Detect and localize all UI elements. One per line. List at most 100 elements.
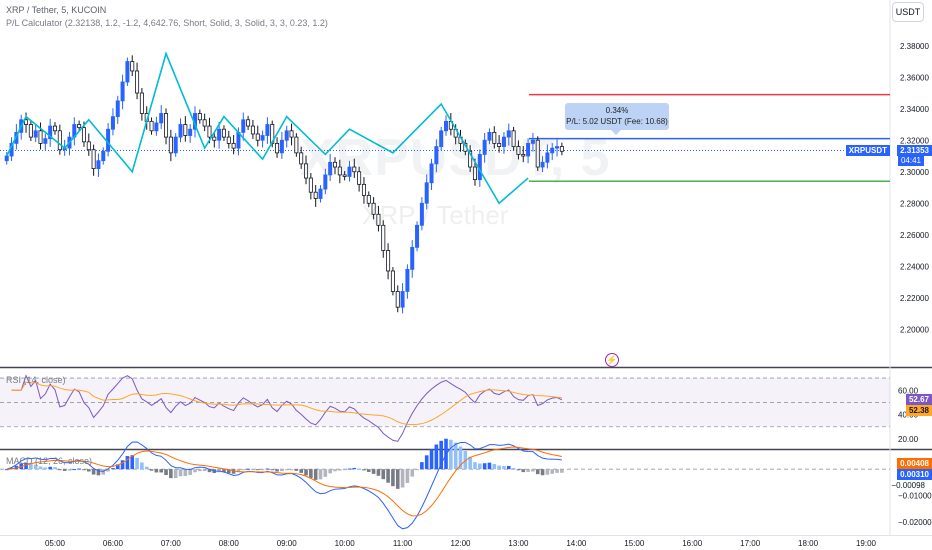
macd-histogram-bar	[120, 460, 125, 470]
rsi-title[interactable]: RSI (14, close)	[6, 375, 66, 385]
candle-body	[217, 128, 222, 141]
candle-body	[545, 152, 550, 163]
candle-body	[501, 136, 506, 147]
time-tick-label: 13:00	[508, 539, 529, 548]
time-tick-label: 18:00	[798, 539, 819, 548]
candle-body	[472, 166, 477, 181]
candle-body	[226, 136, 231, 144]
macd-histogram-bar	[540, 469, 545, 476]
macd-histogram-bar	[366, 469, 371, 472]
macd-histogram-bar	[183, 469, 188, 477]
time-tick-label: 16:00	[682, 539, 703, 548]
macd-histogram-bar	[395, 469, 400, 489]
zigzag-line	[6, 51, 529, 205]
macd-histogram-bar	[178, 469, 183, 477]
candle-body	[342, 174, 347, 177]
macd-histogram-bar	[473, 462, 477, 470]
macd-histogram-bar	[91, 469, 96, 475]
macd-line-tag: 0.00310	[897, 469, 932, 480]
macd-histogram-bar	[434, 444, 439, 470]
candle-body	[120, 81, 125, 102]
macd-histogram-bar	[453, 442, 458, 470]
macd-signal-line	[6, 446, 562, 517]
pl-tooltip: 0.34% P/L: 5.02 USDT (Fee: 10.68)	[565, 103, 669, 135]
macd-histogram-bar	[294, 469, 299, 471]
macd-histogram-bar	[516, 469, 521, 471]
macd-histogram-bar	[270, 469, 275, 471]
macd-histogram-bar	[410, 469, 415, 477]
time-tick-label: 12:00	[450, 539, 471, 548]
macd-histogram-bar	[198, 469, 202, 472]
candle-body	[265, 124, 270, 136]
macd-histogram-bar	[251, 469, 255, 471]
candle-body	[444, 120, 449, 132]
macd-histogram-bar	[43, 467, 48, 470]
candle-body	[299, 152, 304, 165]
candle-body	[415, 224, 420, 248]
candle-body	[48, 125, 53, 140]
time-tick-label: 08:00	[219, 539, 240, 548]
candle-body	[482, 139, 487, 155]
symbol-title: XRP / Tether, 5, KUCOIN	[6, 5, 107, 15]
macd-histogram-bar	[24, 462, 28, 470]
macd-histogram-bar	[207, 469, 212, 473]
candle-body	[212, 136, 217, 141]
macd-histogram-bar	[415, 469, 419, 471]
candle-body	[207, 125, 212, 138]
candle-body	[308, 177, 313, 193]
candle-body	[390, 270, 395, 292]
macd-histogram-bar	[38, 466, 43, 470]
candle-body	[231, 142, 236, 149]
candle-body	[535, 139, 540, 168]
candle-body	[115, 100, 120, 118]
candle-body	[149, 120, 154, 132]
candle-body	[275, 142, 280, 154]
time-tick-label: 06:00	[103, 539, 124, 548]
candle-body	[279, 139, 284, 154]
candle-body	[164, 113, 169, 138]
candle-body	[53, 125, 58, 132]
macd-histogram-bar	[458, 446, 463, 470]
macd-histogram-bar	[405, 469, 410, 483]
candle-body	[318, 188, 323, 199]
candle-body	[91, 149, 96, 169]
macd-histogram-bar	[135, 457, 139, 470]
macd-histogram-bar	[313, 469, 318, 480]
candle-body	[361, 183, 366, 196]
macd-histogram-bar	[130, 455, 135, 470]
macd-title[interactable]: MACD (12, 26, close)	[6, 456, 93, 466]
currency-button[interactable]: USDT	[892, 2, 924, 22]
watermark-ticker: XRPUSDT, 5	[300, 129, 611, 187]
lightning-icon[interactable]: ⚡	[605, 353, 619, 367]
candle-body	[168, 136, 173, 154]
macd-histogram-bar	[67, 469, 72, 471]
macd-hist-tag: −0.00098	[891, 481, 925, 490]
candle-body	[516, 146, 521, 155]
macd-histogram-bar	[106, 469, 110, 472]
macd-histogram-bar	[289, 469, 294, 471]
symbol-tag: XRPUSDT	[845, 145, 890, 156]
macd-histogram-bar	[357, 468, 361, 470]
macd-histogram-bar	[140, 462, 144, 470]
macd-histogram-bar	[222, 469, 226, 473]
candle-body	[550, 147, 555, 154]
macd-histogram-bar	[342, 469, 347, 471]
candle-body	[28, 124, 33, 138]
rsi-tick-label: 60.00	[898, 386, 919, 395]
macd-histogram-bar	[33, 464, 38, 470]
watermark-name: XRP / Tether	[362, 200, 509, 230]
candle-body	[33, 130, 38, 138]
macd-histogram-bar	[545, 469, 550, 475]
macd-histogram-bar	[111, 468, 115, 470]
macd-histogram-bar	[304, 469, 308, 476]
macd-histogram-bar	[439, 440, 443, 470]
macd-histogram-bar	[502, 466, 506, 470]
candle-body	[366, 194, 371, 204]
candle-body	[555, 146, 560, 149]
candle-body	[497, 142, 502, 147]
macd-histogram-bar	[86, 469, 91, 472]
indicator-legend[interactable]: P/L Calculator (2.32138, 1.2, -1.2, 4,64…	[6, 18, 328, 28]
candle-body	[197, 113, 202, 121]
candle-body	[289, 130, 294, 138]
